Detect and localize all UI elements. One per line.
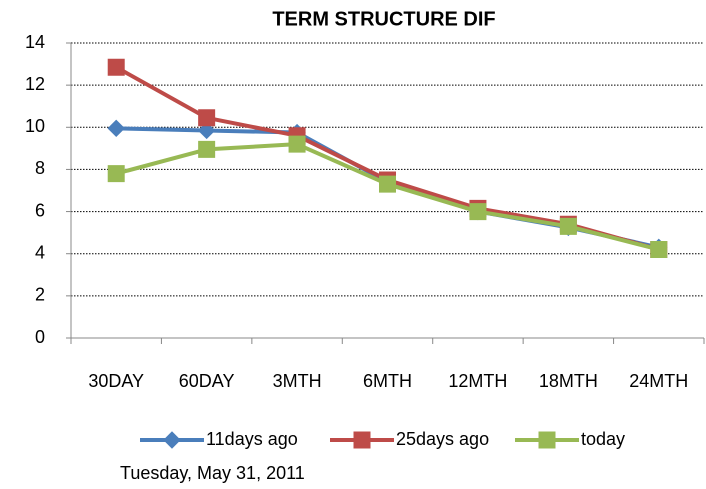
x-tick-label: 24MTH [629, 371, 688, 391]
point [107, 119, 125, 138]
point [288, 135, 306, 153]
x-tick-label: 30DAY [88, 371, 144, 391]
x-tick-label: 60DAY [179, 371, 235, 391]
y-tick-label: 10 [25, 116, 45, 136]
legend-marker [163, 431, 181, 449]
x-tick-label: 6MTH [363, 371, 412, 391]
point [198, 109, 216, 127]
legend-marker [353, 431, 371, 449]
x-tick-label: 12MTH [448, 371, 507, 391]
legend-label: 11days ago [206, 429, 298, 449]
point [197, 121, 216, 140]
point [379, 175, 396, 193]
legend-label: 25days ago [396, 429, 489, 449]
point [198, 140, 216, 158]
point [559, 217, 577, 235]
y-tick-label: 8 [35, 158, 45, 178]
x-tick-label: 18MTH [539, 371, 598, 391]
y-tick-label: 12 [25, 74, 45, 94]
series-line [115, 142, 660, 252]
series-line [115, 65, 660, 252]
legend-label: today [581, 429, 625, 449]
footer: Tuesday, May 31, 2011 [120, 463, 305, 483]
y-tick-label: 6 [35, 200, 45, 220]
x-tick-label: 3MTH [273, 371, 322, 391]
point [107, 165, 125, 183]
point [650, 241, 668, 258]
y-tick-label: 0 [35, 327, 45, 347]
chart-title: TERM STRUCTURE DIF [272, 8, 495, 30]
y-tick-label: 4 [35, 242, 45, 262]
point [107, 58, 125, 76]
y-tick-label: 2 [35, 285, 45, 305]
y-tick-label: 14 [25, 32, 45, 52]
legend-marker [538, 431, 556, 449]
point [469, 203, 487, 221]
